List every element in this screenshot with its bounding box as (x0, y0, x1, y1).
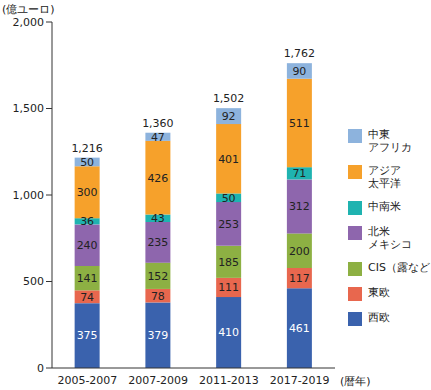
html-text:(億ユーロ): (億ユーロ) (2, 3, 55, 16)
svg-text:71: 71 (292, 167, 306, 180)
svg-text:401: 401 (218, 153, 239, 166)
html-text:アジア 太平洋: アジア 太平洋 (368, 164, 401, 190)
svg-text:2011-2013: 2011-2013 (199, 374, 259, 387)
svg-text:1,500: 1,500 (13, 102, 45, 115)
html-text:北米 メキシコ: 北米 メキシコ (368, 225, 412, 251)
svg-text:200: 200 (289, 245, 310, 258)
svg-text:0: 0 (37, 362, 44, 375)
svg-text:50: 50 (80, 156, 94, 169)
svg-text:253: 253 (218, 218, 239, 231)
svg-text:375: 375 (77, 329, 98, 342)
svg-text:47: 47 (151, 131, 165, 144)
svg-text:300: 300 (77, 186, 98, 199)
svg-text:235: 235 (147, 236, 168, 249)
html-text:東欧: 東欧 (368, 286, 390, 299)
svg-text:379: 379 (147, 329, 168, 342)
svg-text:43: 43 (151, 212, 165, 225)
svg-text:1,502: 1,502 (213, 92, 245, 105)
svg-text:461: 461 (289, 322, 310, 335)
svg-text:2005-2007: 2005-2007 (57, 374, 117, 387)
html-text:中東 アフリカ: 中東 アフリカ (368, 128, 412, 154)
svg-text:1,360: 1,360 (142, 117, 174, 130)
svg-text:50: 50 (222, 192, 236, 205)
svg-text:2017-2019: 2017-2019 (270, 374, 330, 387)
svg-text:74: 74 (80, 291, 94, 304)
html-text:中南米: 中南米 (368, 200, 401, 213)
svg-text:2,000: 2,000 (13, 16, 45, 29)
svg-text:2007-2009: 2007-2009 (128, 374, 188, 387)
svg-text:92: 92 (222, 110, 236, 123)
svg-text:511: 511 (289, 117, 310, 130)
svg-text:1,762: 1,762 (284, 47, 316, 60)
html-text:西欧: 西欧 (368, 311, 390, 324)
svg-text:1,216: 1,216 (71, 142, 103, 155)
svg-text:410: 410 (218, 326, 239, 339)
svg-text:240: 240 (77, 239, 98, 252)
svg-text:312: 312 (289, 200, 310, 213)
svg-text:426: 426 (147, 172, 168, 185)
svg-text:78: 78 (151, 290, 165, 303)
html-text:(暦年): (暦年) (340, 375, 371, 388)
svg-text:152: 152 (147, 270, 168, 283)
svg-text:111: 111 (218, 281, 239, 294)
svg-text:185: 185 (218, 256, 239, 269)
svg-text:117: 117 (289, 272, 310, 285)
svg-text:141: 141 (77, 272, 98, 285)
svg-text:90: 90 (292, 65, 306, 78)
svg-text:500: 500 (23, 275, 44, 288)
svg-text:36: 36 (80, 215, 94, 228)
svg-text:1,000: 1,000 (13, 189, 45, 202)
